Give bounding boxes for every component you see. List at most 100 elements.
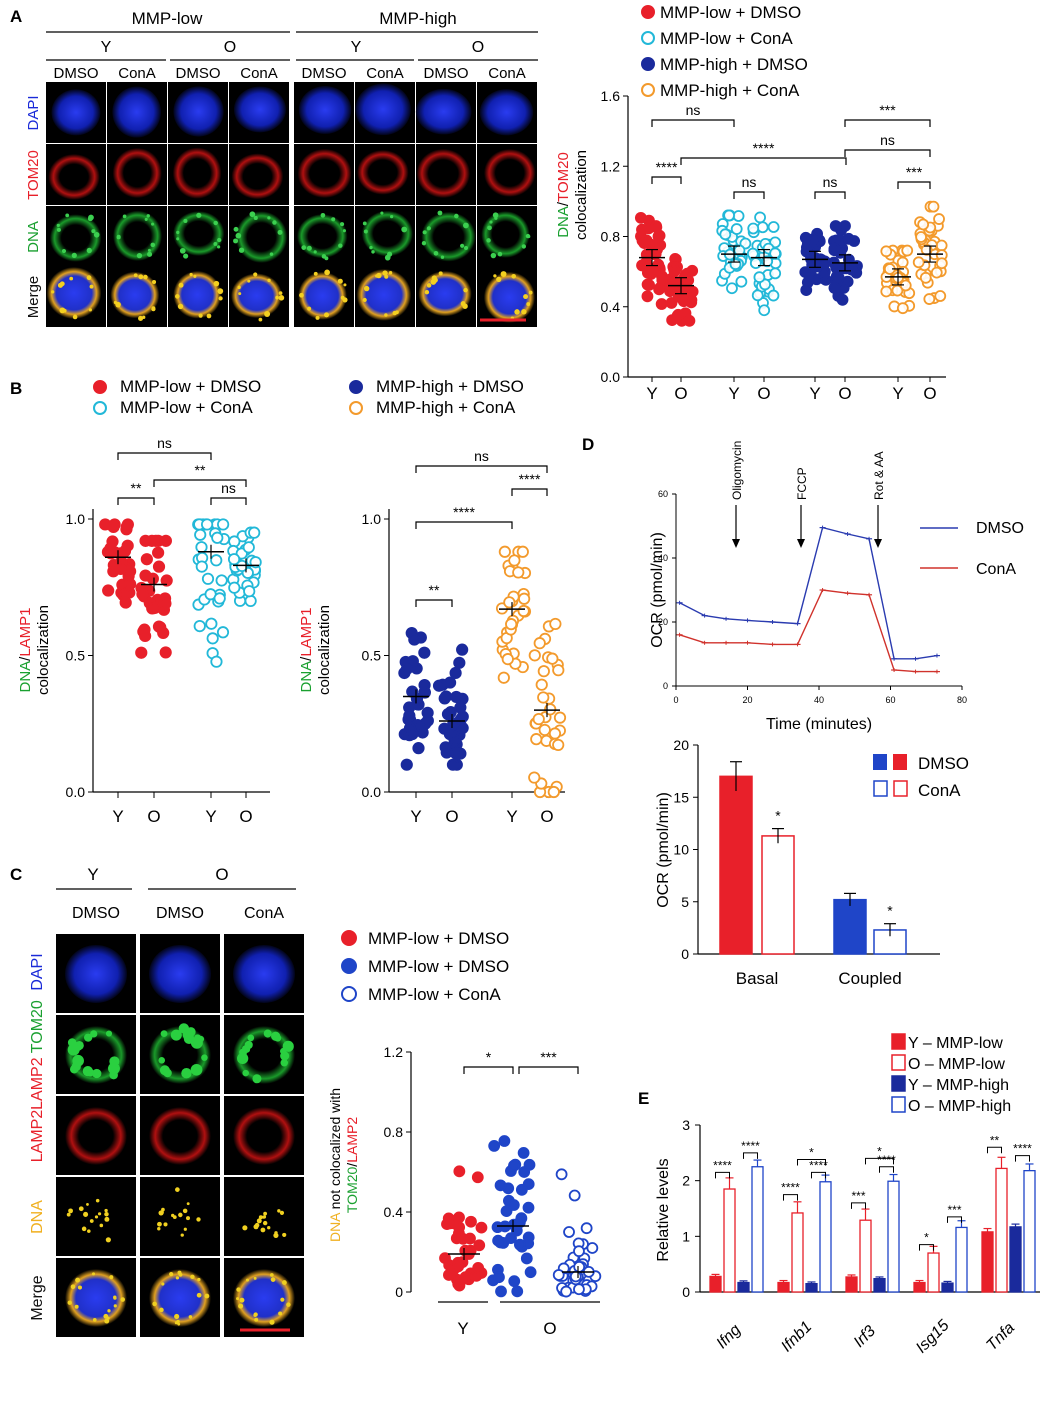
c-legend-text: MMP-low + DMSO — [368, 929, 509, 948]
a-x-tick-label: Y — [809, 384, 820, 403]
a-puncta — [523, 294, 529, 300]
c-puncta — [75, 1277, 81, 1283]
b-right-significance: ns — [474, 448, 489, 464]
d-annotation-arrowhead — [732, 539, 740, 548]
a-puncta — [237, 285, 241, 290]
c-puncta — [158, 1210, 164, 1216]
c-data-point — [517, 1147, 530, 1159]
b-left-data-point — [159, 534, 172, 547]
a-puncta — [177, 303, 184, 310]
c-puncta — [67, 1043, 80, 1056]
b-left-data-point — [119, 588, 132, 601]
a-significance: **** — [656, 159, 678, 175]
b-left-data-point — [138, 623, 151, 636]
a-data-point — [719, 228, 732, 241]
c-puncta — [66, 1212, 71, 1217]
a-puncta — [521, 309, 527, 315]
a-legend-text: MMP-high + ConA — [660, 81, 800, 100]
a-age-label: O — [472, 39, 484, 56]
d-bar-significance: * — [887, 903, 893, 919]
a-puncta — [463, 222, 469, 229]
a-puncta — [496, 276, 502, 282]
a-y-tick-label: 0.8 — [601, 229, 621, 245]
a-puncta — [487, 225, 492, 231]
a-puncta — [331, 217, 336, 222]
a-data-point — [912, 256, 925, 269]
c-puncta — [196, 1217, 201, 1222]
a-data-point — [917, 218, 930, 231]
b-left-data-point — [157, 626, 170, 640]
d-legend-text-cona: ConA — [976, 561, 1016, 578]
c-puncta — [169, 1272, 174, 1277]
c-puncta — [183, 1227, 187, 1231]
a-cell — [51, 89, 101, 136]
c-puncta — [188, 1315, 193, 1319]
d-line-series-cona — [679, 589, 937, 673]
a-puncta — [51, 290, 55, 294]
b-right-data-point — [432, 679, 446, 692]
c-data-point — [439, 1252, 451, 1265]
c-puncta — [90, 1030, 98, 1038]
b-right-data-point — [456, 710, 469, 723]
b-right-data-point — [400, 758, 413, 771]
a-treatment-label: DMSO — [176, 65, 221, 82]
b-right-data-point — [553, 711, 567, 724]
a-data-point — [677, 295, 690, 308]
a-puncta — [138, 315, 144, 321]
c-puncta — [68, 1208, 73, 1214]
b-right-significance: **** — [453, 504, 475, 520]
c-puncta — [120, 1297, 126, 1302]
a-x-tick-label: O — [838, 384, 851, 403]
b-right-data-point — [535, 678, 548, 691]
b-left-data-point — [160, 574, 173, 587]
b-right-data-point — [403, 709, 416, 722]
c-data-point — [573, 1245, 585, 1258]
c-data-point — [524, 1266, 537, 1279]
a-puncta — [249, 211, 256, 218]
a-cell — [296, 214, 348, 259]
a-puncta — [217, 237, 222, 243]
e-bar-ifnb1 — [805, 1283, 818, 1293]
e-bar-ifnb1 — [791, 1212, 804, 1293]
b-left-data-point — [107, 520, 120, 534]
c-puncta — [273, 1232, 279, 1239]
c-data-point — [444, 1217, 457, 1230]
a-puncta — [315, 315, 320, 320]
a-puncta — [175, 294, 180, 299]
b-right-data-point — [537, 691, 550, 704]
a-puncta — [440, 255, 445, 259]
a-puncta — [426, 226, 431, 231]
b-legend-text: MMP-high + ConA — [376, 398, 516, 417]
a-puncta — [176, 230, 180, 235]
c-puncta — [78, 1206, 84, 1212]
c-data-point — [580, 1222, 593, 1235]
b-left-data-point — [210, 554, 223, 567]
a-x-tick-label: O — [674, 384, 687, 403]
a-data-point — [842, 232, 855, 245]
b-legend-text: MMP-low + ConA — [120, 398, 253, 417]
b-right-data-point — [453, 656, 466, 669]
d-bar-x-label: Coupled — [838, 969, 901, 988]
b-right-data-point — [449, 666, 462, 680]
c-puncta — [281, 1280, 287, 1286]
a-puncta — [69, 276, 74, 281]
c-puncta — [86, 1203, 89, 1206]
a-puncta — [437, 210, 443, 216]
e-significance: **** — [877, 1153, 896, 1167]
d-bar-legend-cona-blue — [873, 780, 888, 797]
a-data-point — [638, 237, 651, 250]
a-puncta — [65, 213, 70, 218]
a-data-point — [915, 231, 927, 243]
c-x-tick-label: Y — [457, 1319, 468, 1338]
b-right-data-point — [456, 721, 469, 735]
a-cell — [415, 88, 472, 135]
a-legend-marker — [641, 31, 655, 45]
e-ylabel: Relative levels — [655, 1158, 672, 1261]
a-bracket — [844, 149, 931, 157]
a-significance: ns — [742, 174, 757, 190]
b-right-ylabel: DNA/LAMP1 — [298, 607, 315, 692]
b-left-y-tick-label: 0.5 — [66, 648, 86, 664]
a-puncta — [206, 313, 212, 319]
b-right-bracket — [511, 488, 548, 496]
a-puncta — [179, 247, 186, 254]
